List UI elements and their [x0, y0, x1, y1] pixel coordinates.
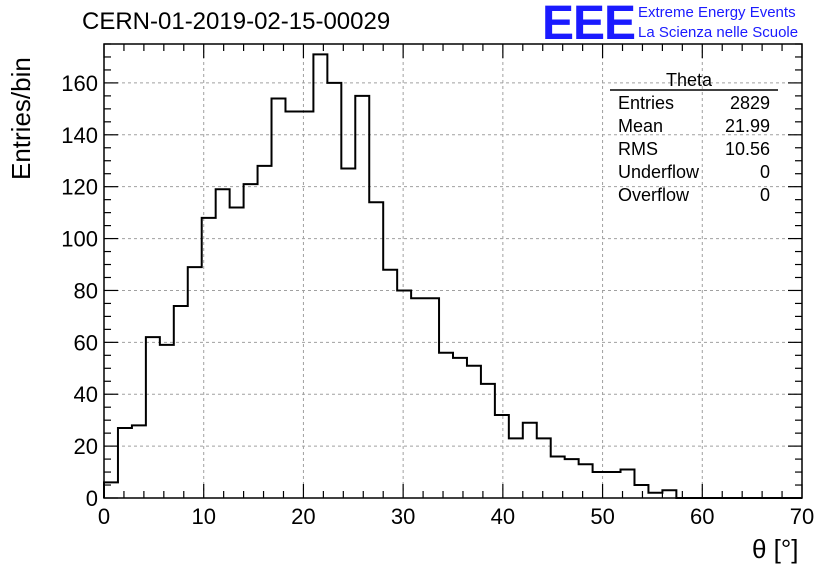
histogram-bin — [481, 384, 495, 498]
y-tick-label: 40 — [74, 382, 98, 407]
histogram-bin — [188, 267, 202, 498]
y-tick-label: 120 — [61, 175, 98, 200]
histogram-bin — [369, 202, 383, 498]
y-tick-label: 140 — [61, 123, 98, 148]
histogram-bin — [285, 111, 299, 498]
y-tick-label: 60 — [74, 330, 98, 355]
histogram-outline — [103, 53, 802, 499]
y-tick-label: 20 — [74, 434, 98, 459]
x-tick-label: 40 — [491, 504, 515, 529]
y-tick-label: 160 — [61, 71, 98, 96]
x-axis-label: θ [°] — [752, 534, 799, 564]
histogram-bin — [593, 472, 607, 498]
stats-box-title: Theta — [666, 70, 713, 90]
x-tick-label: 70 — [790, 504, 814, 529]
logo-line-1: Extreme Energy Events — [638, 4, 796, 21]
histogram-bin — [537, 438, 551, 498]
histogram-bin — [230, 207, 244, 498]
histogram-bin — [467, 366, 481, 498]
histogram-bin — [662, 490, 676, 498]
histogram-bin — [383, 270, 397, 498]
grid-lines — [104, 44, 802, 498]
histogram-bin — [495, 415, 509, 498]
histogram-bin — [118, 428, 132, 498]
histogram-bin — [341, 169, 355, 498]
stat-name-entries: Entries — [618, 93, 675, 113]
histogram-bin — [565, 459, 579, 498]
histogram-bin — [132, 425, 146, 498]
stat-name-mean: Mean — [618, 116, 664, 136]
y-tick-label: 80 — [74, 278, 98, 303]
x-tick-label: 30 — [391, 504, 415, 529]
histogram-bin — [509, 438, 523, 498]
y-tick-label: 100 — [61, 227, 98, 252]
y-tick-label: 0 — [86, 486, 98, 511]
histogram-bin — [411, 298, 425, 498]
stat-value-overflow: 0 — [759, 185, 770, 205]
histogram-bin — [160, 345, 174, 498]
stat-value-mean: 21.99 — [724, 116, 770, 136]
y-axis-label: Entries/bin — [6, 57, 36, 180]
plot-frame — [103, 43, 803, 499]
axis-tick-labels: 0 10 20 30 40 50 60 70 0 20 40 60 80 100 120 140 160 — [61, 71, 814, 529]
histogram-bin — [299, 111, 313, 498]
stat-name-overflow: Overflow — [618, 185, 690, 205]
histogram-bin — [216, 189, 230, 498]
x-tick-label: 0 — [98, 504, 110, 529]
histogram-bin — [425, 298, 439, 498]
histogram-bin — [258, 166, 272, 498]
chart-title: CERN-01-2019-02-15-00029 — [82, 8, 391, 35]
stat-value-underflow: 0 — [759, 162, 770, 182]
histogram-bin — [439, 353, 453, 498]
histogram-bin — [523, 423, 537, 498]
x-tick-label: 10 — [191, 504, 215, 529]
axis-ticks — [103, 43, 803, 499]
histogram-bin — [272, 98, 286, 498]
stat-name-rms: RMS — [618, 139, 658, 159]
histogram-bin — [355, 96, 369, 498]
histogram-bin — [579, 464, 593, 498]
histogram-bars — [103, 53, 802, 499]
histogram-bin — [607, 472, 621, 498]
x-tick-label: 50 — [590, 504, 614, 529]
logo-line-2: La Scienza nelle Scuole — [638, 24, 799, 41]
histogram-bin — [313, 54, 327, 498]
x-tick-label: 20 — [291, 504, 315, 529]
histogram-bin — [146, 337, 160, 498]
stat-name-underflow: Underflow — [618, 162, 700, 182]
histogram-bin — [244, 184, 258, 498]
x-tick-label: 60 — [690, 504, 714, 529]
stat-value-entries: 2829 — [729, 93, 770, 113]
histogram-bin — [174, 306, 188, 498]
histogram-bin — [634, 485, 648, 498]
stat-value-rms: 10.56 — [724, 139, 770, 159]
eee-logo: EEE — [542, 0, 636, 50]
histogram-bin — [453, 358, 467, 498]
